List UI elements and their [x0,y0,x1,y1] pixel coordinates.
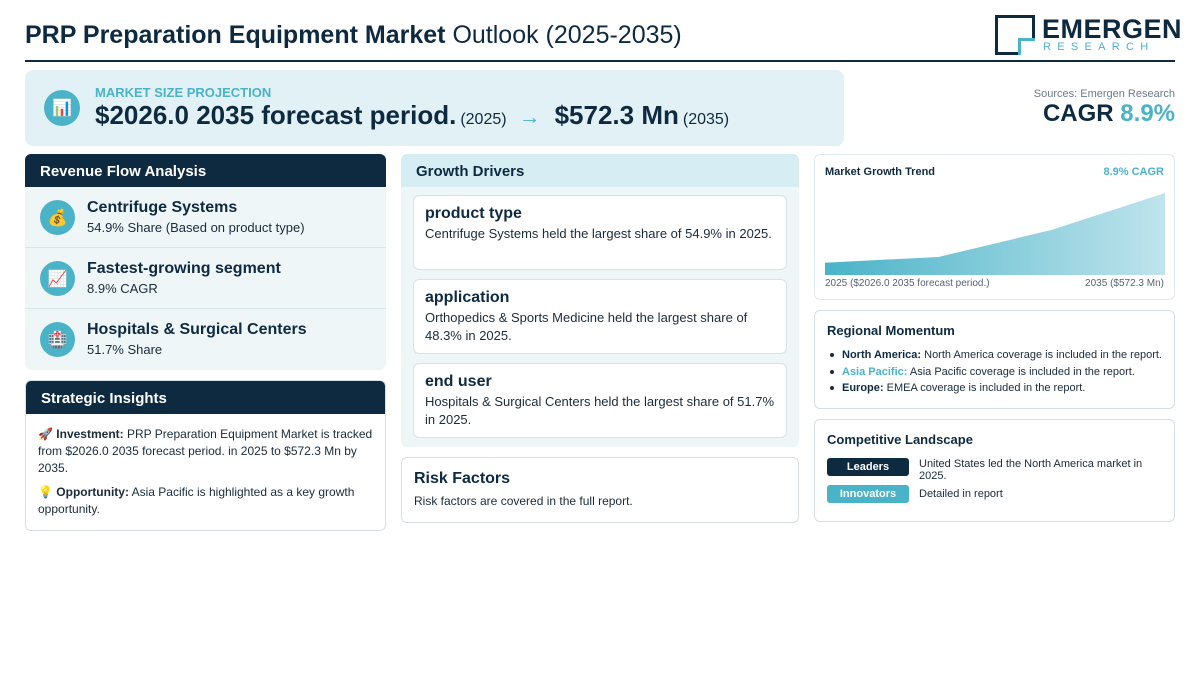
cagr-value: 8.9% [1120,100,1175,127]
revenue-item: 📈 Fastest-growing segment 8.9% CAGR [25,248,386,309]
list-item: Asia Pacific: Asia Pacific coverage is i… [827,364,1162,381]
regional-list: North America: North America coverage is… [827,347,1162,397]
driver-card-title: end user [425,373,492,390]
revenue-item: 💰 Centrifuge Systems 54.9% Share (Based … [25,187,386,248]
driver-card: product type Centrifuge Systems held the… [413,195,787,270]
trend-area-chart [825,193,1165,275]
driver-card: application Orthopedics & Sports Medicin… [413,279,787,354]
page-header: PRP Preparation Equipment Market Outlook… [25,12,1182,62]
strategic-insights-panel: Strategic Insights 🚀 Investment: PRP Pre… [25,380,386,531]
cagr-headline: CAGR 8.9% [1043,100,1175,128]
logo-mark-icon [995,15,1035,55]
revenue-item: 🏥 Hospitals & Surgical Centers 51.7% Sha… [25,309,386,370]
regional-momentum-title: Regional Momentum [827,323,955,338]
driver-card-title: application [425,289,510,306]
region-text: North America coverage is included in th… [924,349,1162,361]
competitive-landscape-panel: Competitive Landscape Leaders United Sta… [814,419,1175,522]
revenue-flow-panel: Revenue Flow Analysis 💰 Centrifuge Syste… [25,154,386,370]
driver-card-title: product type [425,205,522,222]
arrow-right-icon: → [518,104,541,129]
projection-end-value: $572.3 Mn [554,100,679,130]
region-name: Asia Pacific: [842,365,908,378]
projection-start-value: $2026.0 2035 forecast period. [95,100,457,130]
page-title-bold: PRP Preparation Equipment Market [25,21,446,49]
revenue-flow-title: Revenue Flow Analysis [25,154,386,187]
logo-text-bottom: RESEARCH [1043,41,1155,53]
risk-factors-panel: Risk Factors Risk factors are covered in… [401,457,799,523]
hospital-icon: 🏥 [40,322,75,357]
growth-drivers-title: Growth Drivers [401,154,799,187]
market-growth-trend-chart: Market Growth Trend 8.9% CAGR 2025 ($202… [814,154,1175,300]
trend-cagr: 8.9% CAGR [1103,166,1164,178]
revenue-item-title: Hospitals & Surgical Centers [87,321,307,338]
opportunity-insight: 💡 Opportunity: Asia Pacific is highlight… [38,484,373,518]
risk-factors-text: Risk factors are covered in the full rep… [414,494,633,508]
list-item: Europe: EMEA coverage is included in the… [827,380,1162,397]
leaders-text: United States led the North America mark… [919,458,1143,482]
rocket-icon: 🚀 [38,427,53,441]
trend-end-label: 2035 ($572.3 Mn) [1085,278,1164,289]
cagr-label: CAGR [1042,100,1114,127]
emergen-logo[interactable]: EMERGEN RESEARCH [995,14,1182,56]
growth-drivers-panel: Growth Drivers product type Centrifuge S… [401,154,799,447]
bar-chart-icon: 📊 [44,90,80,126]
revenue-item-title: Fastest-growing segment [87,260,281,277]
competitive-landscape-title: Competitive Landscape [827,432,973,447]
investment-label: Investment: [56,427,124,441]
logo-text-top: EMERGEN [1042,14,1183,44]
driver-card-text: Orthopedics & Sports Medicine held the l… [425,310,748,343]
page-title: PRP Preparation Equipment Market Outlook… [25,21,682,50]
revenue-item-title: Centrifuge Systems [87,199,238,216]
opportunity-label: Opportunity: [56,485,129,499]
list-item: North America: North America coverage is… [827,347,1162,364]
region-text: Asia Pacific coverage is included in the… [909,365,1135,378]
investment-text: PRP Preparation Equipment Market is trac… [38,427,373,475]
projection-end-year: (2035) [682,111,730,128]
leaders-badge: Leaders [827,458,909,476]
page-title-light: Outlook (2025-2035) [452,21,682,49]
projection-label: MARKET SIZE PROJECTION [95,85,272,100]
strategic-insights-title: Strategic Insights [26,381,385,414]
innovators-badge: Innovators [827,485,909,503]
region-name: North America: [842,349,922,361]
regional-momentum-panel: Regional Momentum North America: North A… [814,310,1175,409]
money-bag-icon: 💰 [40,200,75,235]
projection-start-year: (2025) [460,111,507,128]
projection-values: $2026.0 2035 forecast period. (2025) → $572… [95,100,729,131]
driver-card: end user Hospitals & Surgical Centers he… [413,363,787,438]
investment-insight: 🚀 Investment: PRP Preparation Equipment … [38,426,373,477]
region-text: EMEA coverage is included in the report. [886,382,1086,394]
revenue-item-sub: 8.9% CAGR [87,281,158,296]
chart-up-icon: 📈 [40,261,75,296]
sources-text: Sources: Emergen Research [1033,88,1175,100]
revenue-item-sub: 51.7% Share [87,342,163,357]
market-size-projection: 📊 MARKET SIZE PROJECTION $2026.0 2035 fo… [25,70,844,146]
driver-card-text: Hospitals & Surgical Centers held the la… [425,394,775,427]
revenue-item-sub: 54.9% Share (Based on product type) [87,220,305,235]
trend-start-label: 2025 ($2026.0 2035 forecast period.) [825,278,990,289]
risk-factors-title: Risk Factors [414,470,511,487]
innovators-text: Detailed in report [919,488,1003,500]
opportunity-text: Asia Pacific is highlighted as a key gro… [38,485,355,516]
lightbulb-icon: 💡 [38,485,53,499]
region-name: Europe: [842,382,884,394]
trend-area [825,193,1165,275]
driver-card-text: Centrifuge Systems held the largest shar… [425,226,772,241]
trend-title: Market Growth Trend [825,166,936,178]
